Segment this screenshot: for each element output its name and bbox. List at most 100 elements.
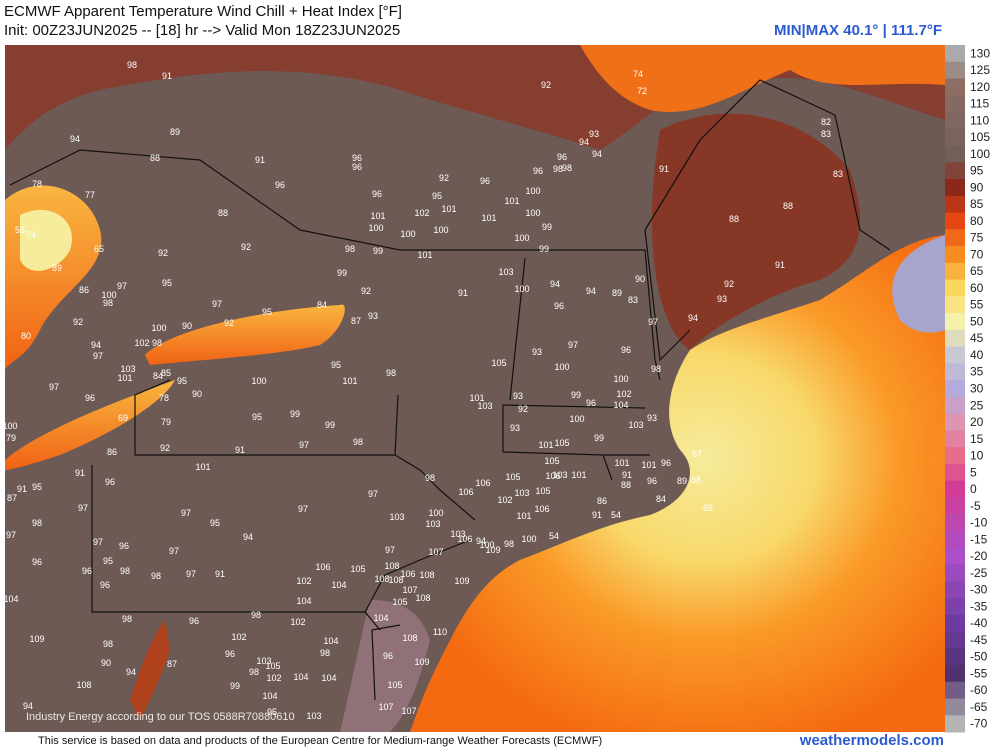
colorbar-label: 55 — [970, 298, 984, 312]
station-value: 100 — [525, 208, 540, 218]
station-value: 99 — [337, 268, 347, 278]
station-value: 98 — [127, 60, 137, 70]
station-value: 96 — [621, 345, 631, 355]
station-value: 88 — [783, 201, 793, 211]
station-value: 90 — [101, 658, 111, 668]
colorbar-label: 60 — [970, 281, 984, 295]
site-link[interactable]: weathermodels.com — [799, 732, 944, 749]
colorbar-swatch — [945, 430, 965, 448]
station-value: 101 — [504, 196, 519, 206]
station-value: 93 — [368, 311, 378, 321]
station-value: 93 — [510, 423, 520, 433]
station-value: 101 — [342, 376, 357, 386]
lake-ontario — [145, 304, 345, 365]
canada-hot — [580, 45, 945, 112]
station-value: 91 — [458, 288, 468, 298]
station-value: 108 — [402, 633, 417, 643]
colorbar-label: -60 — [970, 683, 988, 697]
station-value: 97 — [49, 382, 59, 392]
station-value: 105 — [535, 486, 550, 496]
station-value: 102 — [497, 495, 512, 505]
station-value: 96 — [557, 152, 567, 162]
station-value: 101 — [571, 470, 586, 480]
station-value: 77 — [85, 190, 95, 200]
station-value: 103 — [498, 267, 513, 277]
colorbar-label: 30 — [970, 382, 984, 396]
station-value: 94 — [126, 667, 136, 677]
station-value: 102 — [266, 673, 281, 683]
station-value: 99 — [290, 409, 300, 419]
station-value: 106 — [534, 504, 549, 514]
station-value: 93 — [717, 294, 727, 304]
colorbar-swatch — [945, 212, 965, 230]
subtitle: Init: 00Z23JUN2025 -- [18] hr --> Valid … — [4, 22, 401, 39]
station-value: 98 — [353, 437, 363, 447]
station-value: 96 — [383, 651, 393, 661]
station-value: 84 — [317, 300, 327, 310]
station-value: 108 — [384, 561, 399, 571]
colorbar-label: -45 — [970, 633, 988, 647]
station-value: 100 — [2, 421, 17, 431]
station-value: 104 — [613, 400, 628, 410]
station-value: 101 — [516, 511, 531, 521]
station-value: 101 — [441, 204, 456, 214]
colorbar-swatch — [945, 145, 965, 163]
station-value: 95 — [252, 412, 262, 422]
station-value: 86 — [597, 496, 607, 506]
station-value: 105 — [544, 456, 559, 466]
station-value: 97 — [169, 546, 179, 556]
colorbar-swatch — [945, 229, 965, 247]
station-value: 98 — [251, 610, 261, 620]
station-value: 100 — [554, 362, 569, 372]
station-value: 74 — [26, 230, 36, 240]
station-value: 83 — [821, 129, 831, 139]
station-value: 106 — [400, 569, 415, 579]
station-value: 101 — [417, 250, 432, 260]
station-value: 93 — [589, 129, 599, 139]
station-value: 96 — [352, 153, 362, 163]
station-value: 91 — [622, 470, 632, 480]
station-value: 99 — [539, 244, 549, 254]
colorbar-swatch — [945, 380, 965, 398]
station-value: 105 — [505, 472, 520, 482]
station-value: 99 — [230, 681, 240, 691]
station-value: 98 — [152, 338, 162, 348]
credit: This service is based on data and produc… — [38, 735, 603, 747]
station-value: 108 — [419, 570, 434, 580]
colorbar-swatch — [945, 162, 965, 180]
station-value: 101 — [614, 458, 629, 468]
station-value: 103 — [425, 519, 440, 529]
station-value: 88 — [621, 480, 631, 490]
station-value: 95 — [262, 307, 272, 317]
station-value: 102 — [296, 576, 311, 586]
colorbar-swatch — [945, 564, 965, 582]
station-value: 65 — [94, 244, 104, 254]
station-value: 89 — [612, 288, 622, 298]
delmarva — [340, 600, 430, 732]
station-value: 101 — [469, 393, 484, 403]
station-value: 93 — [513, 391, 523, 401]
station-value: 98 — [103, 298, 113, 308]
station-value: 92 — [724, 279, 734, 289]
station-value: 98 — [320, 648, 330, 658]
station-value: 96 — [275, 180, 285, 190]
station-value: 84 — [153, 371, 163, 381]
colorbar-swatch — [945, 664, 965, 683]
station-value: 108 — [76, 680, 91, 690]
station-value: 104 — [293, 672, 308, 682]
station-value: 101 — [117, 373, 132, 383]
colorbar-swatch — [945, 179, 965, 197]
station-value: 98 — [103, 639, 113, 649]
station-value: 98 — [151, 571, 161, 581]
station-value: 98 — [553, 164, 563, 174]
station-value: 107 — [402, 585, 417, 595]
station-value: 106 — [458, 487, 473, 497]
colorbar-label: -25 — [970, 566, 988, 580]
station-value: 96 — [225, 649, 235, 659]
colorbar-swatch — [945, 279, 965, 297]
station-value: 69 — [118, 413, 128, 423]
station-value: 97 — [385, 545, 395, 555]
station-value: 88 — [729, 214, 739, 224]
station-value: 103 — [514, 488, 529, 498]
station-value: 104 — [373, 613, 388, 623]
